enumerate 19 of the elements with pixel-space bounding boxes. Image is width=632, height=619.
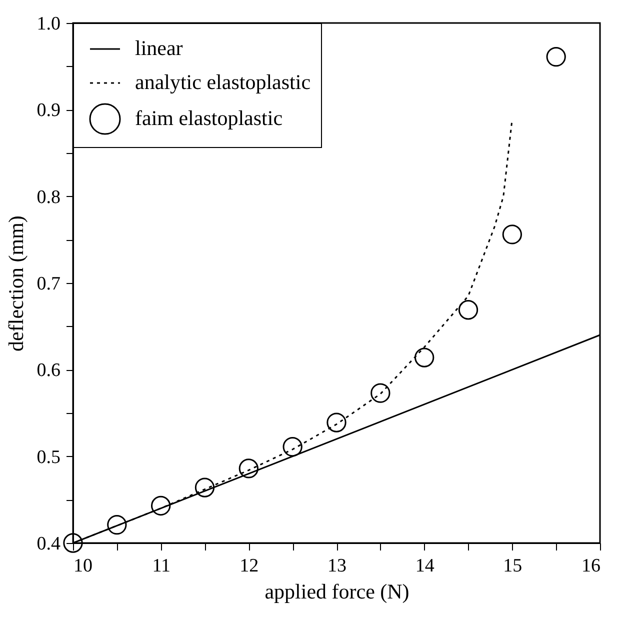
y-tick-label: 0.7: [36, 274, 60, 294]
x-tick-label: 10: [74, 556, 92, 576]
y-axis-title: deflection (mm): [4, 216, 28, 352]
y-tick-label: 0.6: [36, 360, 60, 382]
x-axis-title: applied force (N): [264, 580, 410, 604]
y-tick-label: 0.5: [36, 446, 60, 468]
x-tick-label: 13: [328, 556, 346, 576]
legend-label: analytic elastoplastic: [135, 70, 311, 94]
y-tick-label: 1.0: [36, 14, 60, 34]
legend-label: faim elastoplastic: [135, 106, 283, 130]
x-tick-label: 15: [503, 556, 522, 576]
y-tick-label: 0.8: [36, 186, 60, 208]
x-tick-label: 12: [240, 556, 259, 576]
y-tick-label: 0.4: [36, 534, 61, 554]
x-tick-label: 16: [582, 556, 600, 576]
x-tick-label: 14: [415, 556, 435, 576]
legend-label: linear: [135, 36, 183, 60]
x-tick-label: 11: [152, 556, 170, 576]
y-tick-label: 0.9: [36, 100, 60, 122]
